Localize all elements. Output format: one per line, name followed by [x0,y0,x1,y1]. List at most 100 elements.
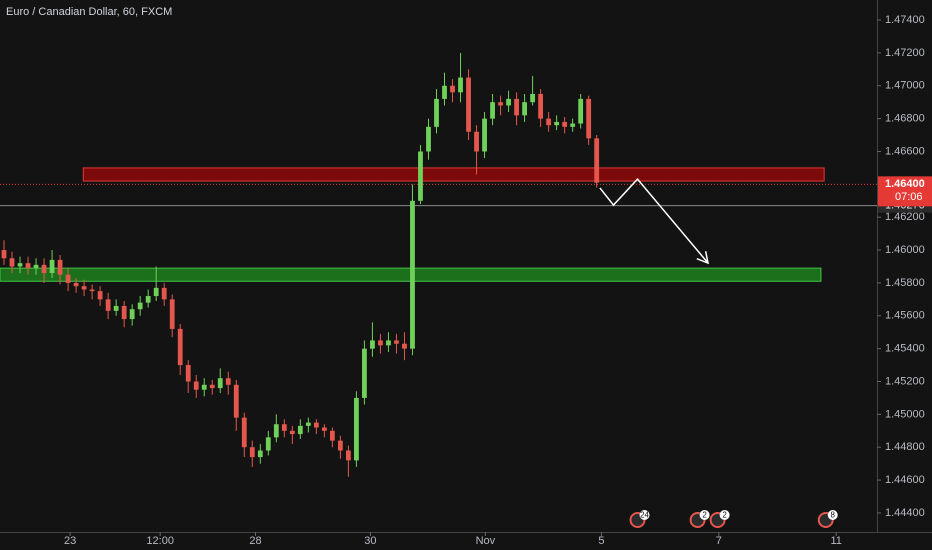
last-price-box [878,176,932,207]
x-tick-label: 30 [364,535,376,547]
y-tick-label: 1.44400 [885,507,925,519]
event-label: 2 [702,511,707,520]
y-tick-label: 1.46800 [885,113,925,125]
candle-body [233,384,239,418]
candle-body [105,299,111,311]
candle-body [345,450,351,461]
candle-body [161,287,167,300]
candle-body [65,274,71,283]
candle-body [185,365,191,382]
candle-body [273,424,279,438]
candle-body [362,348,367,398]
candle-body [305,422,311,426]
candle-body [546,118,552,126]
zone [82,167,825,182]
candle-body [386,340,391,346]
y-tick-label: 1.47200 [885,47,925,59]
candle-body [129,309,135,320]
candle-body [97,291,103,300]
candle-body [137,302,143,310]
event-badge [719,510,730,520]
candle-body [201,384,207,390]
candle-body [241,417,247,448]
x-tick-label: 12:00 [146,535,174,547]
x-tick-label: 7 [716,535,722,547]
candle-body [257,450,263,458]
candle-body [570,123,576,127]
candle-body [498,102,503,106]
candle-body [41,264,47,274]
arrow-path [599,177,709,264]
candle-body [482,118,487,152]
x-tick-label: 5 [598,535,604,547]
candle-body [113,305,119,311]
candle-body [594,138,600,183]
y-tick-label: 1.45200 [885,375,925,387]
candle-body [426,126,431,152]
candle-body [450,85,455,93]
candle-body [321,427,327,431]
candle-body [249,447,255,458]
candle-body [1,250,7,259]
candle-body [466,77,471,132]
candle-body [89,289,95,292]
candle-body [281,424,287,431]
y-tick-label: 1.46200 [885,211,925,223]
y-tick-label: 1.44800 [885,441,925,453]
x-tick-label: 23 [64,535,76,547]
candle-body [329,430,335,441]
candle-body [394,340,399,344]
candle-body [418,151,423,201]
candle-body [490,102,495,119]
candle-body [442,85,447,99]
event-label: 8 [831,511,836,520]
candle-body [193,381,199,390]
candle-body [225,378,231,385]
y-tick-label: 1.47000 [885,80,925,92]
candle-body [73,282,79,287]
x-tick-label: 28 [249,535,261,547]
candle-body [434,98,439,127]
candle-body [217,378,223,389]
y-tick-label: 1.47400 [885,14,925,26]
countdown: 07:06 [895,191,923,203]
candle-body [57,259,63,275]
candle-body [578,98,584,124]
last-price-label: 1.46400 [885,178,925,190]
chart-title: Euro / Canadian Dollar, 60, FXCM [6,6,172,18]
candle-body [169,299,175,329]
candle-body [530,93,536,103]
candle-body [9,258,15,267]
event-label: 2 [722,511,727,520]
x-tick-label: Nov [476,535,496,547]
candle-body [145,296,151,303]
candle-body [370,340,375,349]
candle-body [313,422,319,428]
candle-body [265,437,271,451]
candle-body [474,131,479,152]
candle-body [506,98,511,106]
x-tick-label: 11 [830,535,841,547]
candle-body [121,305,127,320]
y-tick-label: 1.45600 [885,310,925,322]
candle-body [514,98,519,116]
y-tick-label: 1.45800 [885,277,925,289]
candle-body [33,264,39,269]
candle-body [25,263,31,269]
candle-body [554,121,560,126]
candle-body [81,286,87,290]
candle-body [177,328,183,366]
candle-body [153,287,159,297]
candle-body [562,121,568,127]
event-badge [639,510,650,520]
candle-body [354,397,359,461]
candle-body [410,200,415,349]
candle-body [337,440,343,451]
candle-body [586,98,592,139]
y-tick-label: 1.46600 [885,145,925,157]
event-label: 24 [640,511,649,520]
candle-body [209,384,215,389]
candle-body [49,259,55,274]
arrow-head [696,251,710,265]
